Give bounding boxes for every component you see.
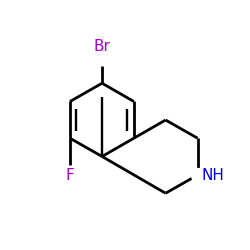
Text: NH: NH [201,168,224,182]
Text: F: F [66,168,74,182]
Text: Br: Br [94,39,110,54]
